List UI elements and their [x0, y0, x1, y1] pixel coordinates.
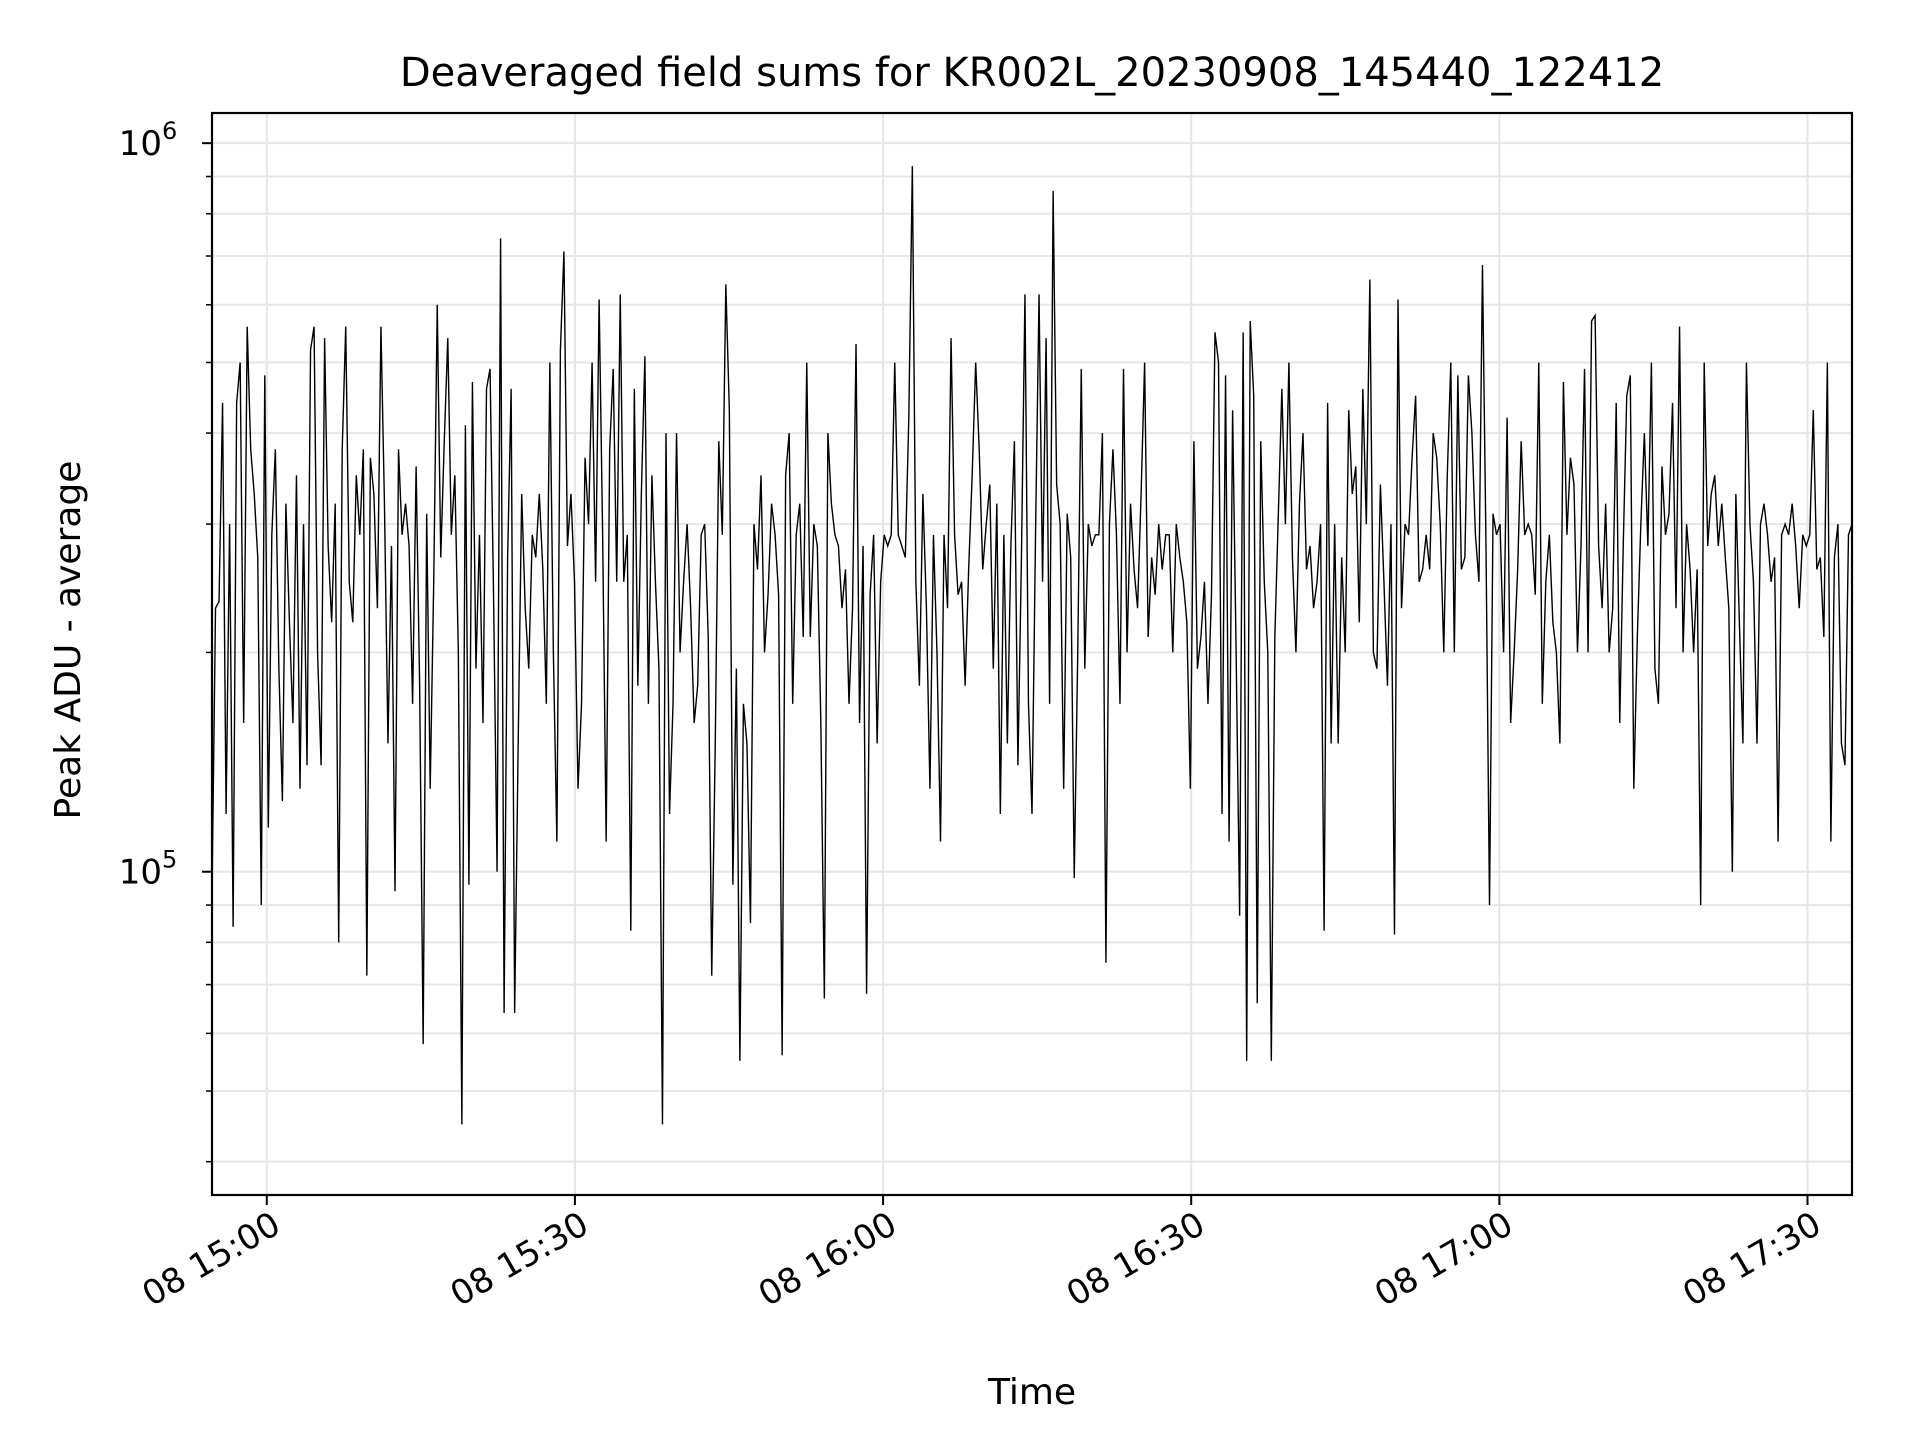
plot-frame: [210, 111, 1854, 1197]
y-tick-exponent: 6: [162, 117, 177, 145]
y-tick-exponent: 5: [162, 846, 177, 874]
chart-title: Deaveraged field sums for KR002L_2023090…: [400, 50, 1664, 96]
grid-lines: [212, 113, 1852, 1195]
series-line: [211, 166, 1853, 1125]
y-tick-label: 106: [119, 117, 178, 164]
series-layer: [211, 166, 1853, 1125]
y-tick-base: 10: [119, 853, 162, 893]
x-axis-label: Time: [987, 1372, 1076, 1413]
y-tick-label: 105: [119, 846, 178, 893]
y-axis-label: Peak ADU - average: [48, 461, 89, 820]
y-tick-base: 10: [119, 124, 162, 164]
